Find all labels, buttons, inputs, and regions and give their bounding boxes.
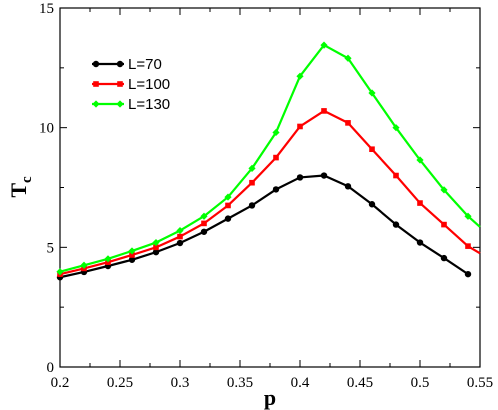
x-tick-label: 0.2 bbox=[51, 375, 70, 391]
data-point-l70 bbox=[392, 221, 400, 228]
data-point-l100 bbox=[441, 221, 447, 228]
data-point-l130 bbox=[368, 89, 376, 97]
data-point-l70 bbox=[224, 215, 232, 222]
data-point-l70 bbox=[440, 254, 448, 262]
data-point-l130 bbox=[200, 212, 208, 220]
legend-swatch-marker bbox=[117, 81, 123, 87]
data-point-l130 bbox=[152, 238, 160, 247]
x-tick-label: 0.5 bbox=[411, 375, 430, 391]
data-point-l130 bbox=[128, 247, 136, 255]
legend-item-l70: L=70 bbox=[92, 56, 162, 73]
data-point-l130 bbox=[320, 41, 328, 49]
y-axis-label: Tc bbox=[6, 176, 35, 198]
legend-label: L=100 bbox=[128, 76, 170, 93]
data-point-l130 bbox=[224, 193, 232, 201]
data-point-l70 bbox=[248, 202, 256, 209]
legend-label: L=70 bbox=[128, 56, 162, 73]
legend-item-l100: L=100 bbox=[92, 76, 170, 93]
data-point-l70 bbox=[200, 228, 208, 235]
series-line-l130 bbox=[59, 43, 481, 273]
data-point-l130 bbox=[272, 128, 280, 137]
x-tick-label: 0.55 bbox=[467, 375, 493, 391]
data-point-l70 bbox=[272, 186, 280, 193]
data-point-l130 bbox=[80, 261, 88, 269]
data-point-l100 bbox=[177, 233, 183, 240]
plot-frame bbox=[59, 7, 481, 368]
data-point-l100 bbox=[465, 243, 471, 249]
data-point-l130 bbox=[440, 186, 448, 194]
data-point-l100 bbox=[129, 252, 135, 258]
y-tick-label: 10 bbox=[39, 121, 54, 137]
series-l70 bbox=[56, 172, 472, 281]
data-point-l70 bbox=[128, 256, 136, 263]
data-point-l100 bbox=[273, 154, 279, 161]
x-tick-label: 0.45 bbox=[347, 375, 373, 391]
data-point-l130 bbox=[416, 156, 424, 164]
data-point-l70 bbox=[320, 172, 328, 179]
data-point-l70 bbox=[344, 183, 352, 190]
data-point-l100 bbox=[297, 123, 303, 130]
y-axis-label-main: T bbox=[6, 183, 31, 198]
data-point-l130 bbox=[176, 226, 184, 235]
data-point-l100 bbox=[393, 172, 399, 179]
legend-swatch-marker bbox=[92, 60, 100, 68]
legend-swatch-marker bbox=[116, 100, 124, 108]
data-point-l70 bbox=[464, 270, 472, 278]
legend-item-l130: L=130 bbox=[92, 96, 170, 113]
data-point-l130 bbox=[392, 124, 400, 132]
x-tick-label: 0.4 bbox=[291, 375, 310, 391]
data-point-l130 bbox=[56, 268, 64, 276]
legend: L=70 L=100 L=130 bbox=[92, 56, 170, 113]
data-point-l100 bbox=[225, 202, 231, 209]
data-point-l100 bbox=[249, 179, 255, 186]
y-tick-label: 0 bbox=[47, 360, 55, 376]
x-axis-label: p bbox=[264, 385, 276, 410]
axis-ticks: 0.2 0.25 0.3 0.35 0.4 0.45 0.5 0.55 0 5 10 15 bbox=[39, 1, 493, 391]
series-line-l70 bbox=[59, 174, 469, 279]
y-axis-label-sub: c bbox=[19, 176, 35, 183]
data-point-l100 bbox=[369, 146, 375, 153]
x-tick-label: 0.3 bbox=[171, 375, 190, 391]
legend-swatch-marker bbox=[92, 100, 100, 108]
data-point-l100 bbox=[321, 108, 327, 114]
data-point-l130 bbox=[104, 255, 112, 263]
y-tick-label: 15 bbox=[39, 1, 54, 17]
data-point-l100 bbox=[153, 244, 159, 251]
data-point-l100 bbox=[345, 120, 351, 126]
data-point-l70 bbox=[152, 248, 160, 256]
data-point-l130 bbox=[464, 212, 472, 220]
series-layer bbox=[56, 41, 481, 281]
legend-label: L=130 bbox=[128, 96, 170, 113]
data-point-l130 bbox=[248, 164, 256, 172]
data-point-l70 bbox=[416, 239, 424, 246]
y-tick-label: 5 bbox=[47, 240, 55, 256]
data-point-l100 bbox=[201, 220, 207, 227]
data-point-l100 bbox=[417, 200, 423, 206]
x-tick-label: 0.25 bbox=[107, 375, 133, 391]
x-tick-label: 0.35 bbox=[227, 375, 253, 391]
data-point-l130 bbox=[296, 72, 304, 80]
series-l130 bbox=[56, 41, 481, 276]
data-point-l70 bbox=[296, 174, 304, 181]
data-point-l130 bbox=[344, 54, 352, 62]
legend-swatch-marker bbox=[93, 81, 99, 87]
series-l100 bbox=[57, 108, 481, 277]
data-point-l70 bbox=[176, 239, 184, 247]
legend-swatch-marker bbox=[116, 60, 124, 68]
data-point-l70 bbox=[368, 201, 376, 208]
